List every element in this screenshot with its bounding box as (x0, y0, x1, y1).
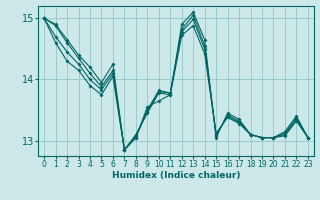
X-axis label: Humidex (Indice chaleur): Humidex (Indice chaleur) (112, 171, 240, 180)
